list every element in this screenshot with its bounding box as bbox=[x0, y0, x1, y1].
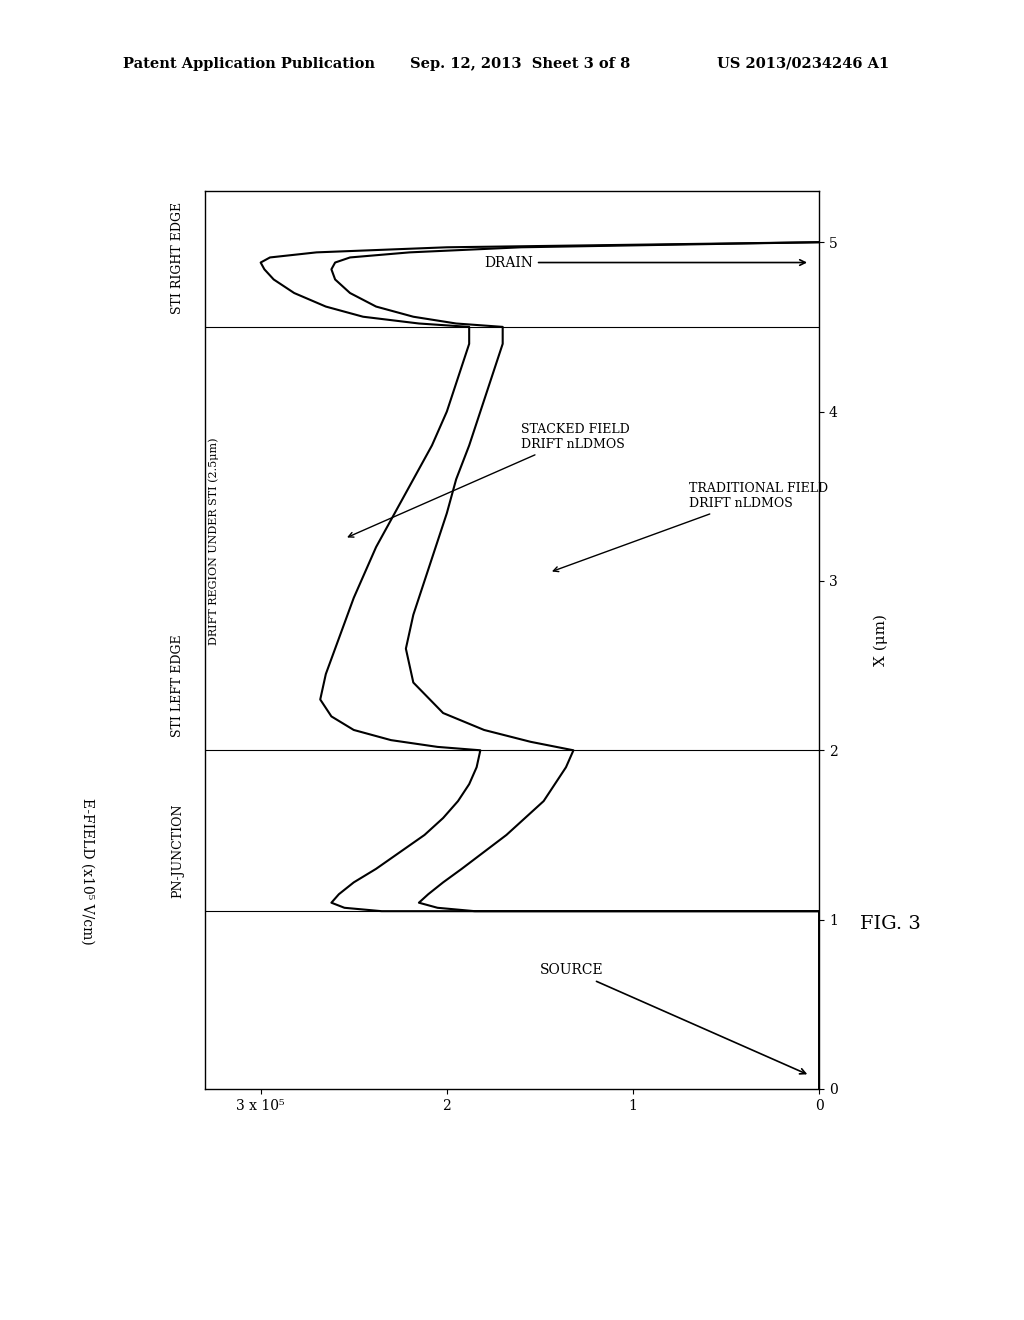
Text: E-FIELD (x10⁵ V/cm): E-FIELD (x10⁵ V/cm) bbox=[80, 797, 94, 945]
Text: TRADITIONAL FIELD
DRIFT nLDMOS: TRADITIONAL FIELD DRIFT nLDMOS bbox=[553, 482, 828, 572]
Text: SOURCE: SOURCE bbox=[540, 964, 806, 1074]
Text: DRIFT REGION UNDER STI (2.5μm): DRIFT REGION UNDER STI (2.5μm) bbox=[209, 438, 219, 645]
Text: STACKED FIELD
DRIFT nLDMOS: STACKED FIELD DRIFT nLDMOS bbox=[348, 422, 630, 537]
Text: FIG. 3: FIG. 3 bbox=[860, 915, 922, 933]
Text: STI LEFT EDGE: STI LEFT EDGE bbox=[171, 635, 184, 737]
Text: Patent Application Publication: Patent Application Publication bbox=[123, 57, 375, 71]
Text: Sep. 12, 2013  Sheet 3 of 8: Sep. 12, 2013 Sheet 3 of 8 bbox=[410, 57, 630, 71]
Text: X (μm): X (μm) bbox=[873, 614, 888, 667]
Text: STI RIGHT EDGE: STI RIGHT EDGE bbox=[171, 202, 184, 314]
Text: US 2013/0234246 A1: US 2013/0234246 A1 bbox=[717, 57, 889, 71]
Text: PN-JUNCTION: PN-JUNCTION bbox=[171, 804, 184, 898]
Text: DRAIN: DRAIN bbox=[484, 256, 805, 269]
